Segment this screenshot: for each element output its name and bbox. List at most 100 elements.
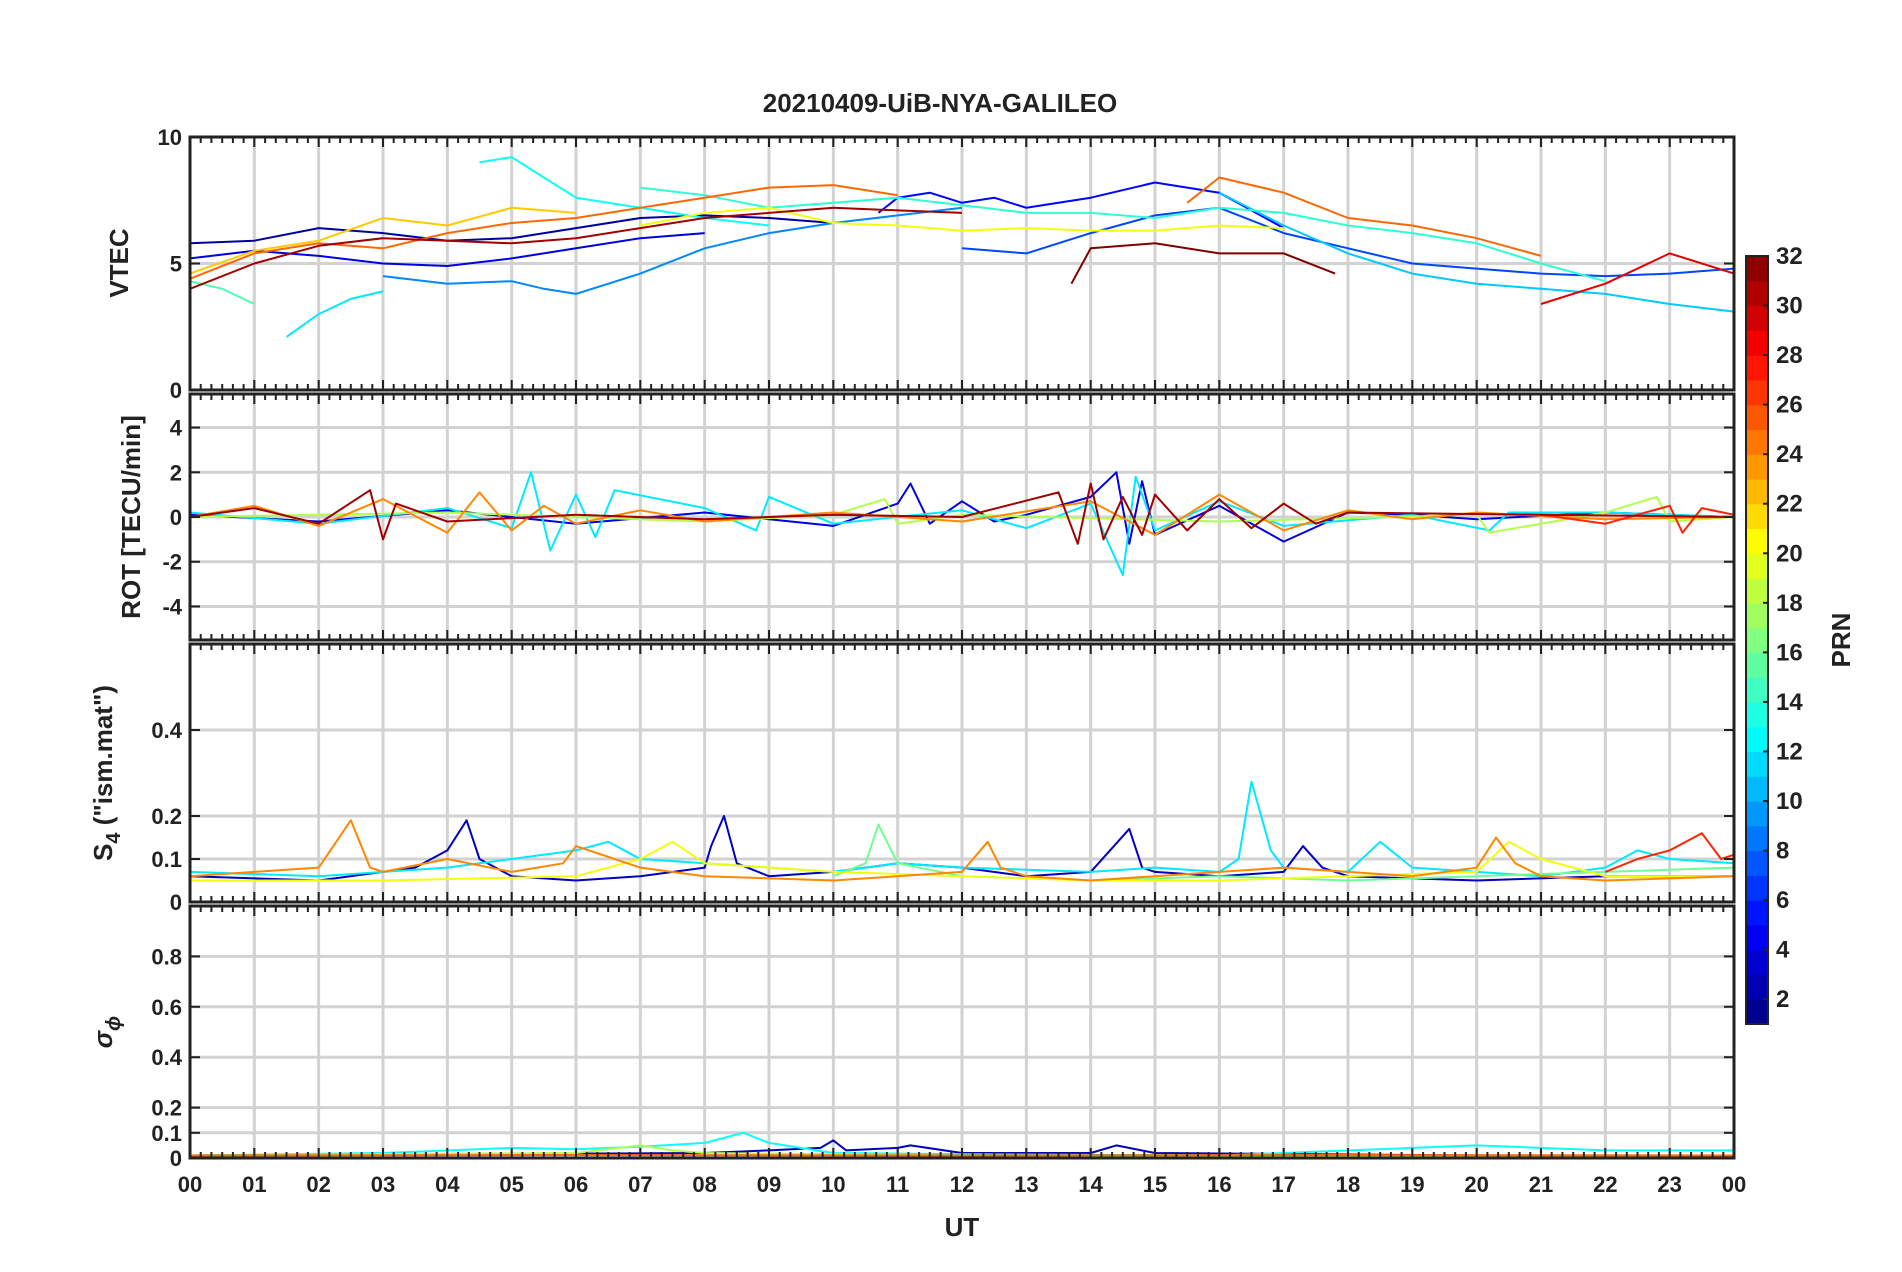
x-tick-label: 22 <box>1593 1172 1617 1197</box>
y-tick-label: 0.1 <box>151 1121 182 1146</box>
colorbar-segment <box>1746 801 1768 827</box>
series-line-prn-11 <box>1218 191 1734 313</box>
x-tick-label: 11 <box>886 1172 909 1197</box>
series-line-prn-5 <box>877 181 1285 229</box>
series-line-prn-13 <box>190 1131 1734 1157</box>
x-tick-label: 17 <box>1271 1172 1295 1197</box>
x-minor-ticks <box>189 906 1735 1158</box>
colorbar-segment <box>1746 355 1768 381</box>
series-line-prn-22 <box>190 206 577 275</box>
x-tick-label: 18 <box>1336 1172 1360 1197</box>
colorbar-segment <box>1746 627 1768 653</box>
colorbar-segment <box>1746 330 1768 356</box>
colorbar-segment <box>1746 379 1768 406</box>
series-group <box>190 156 1734 338</box>
y-tick-label: 0.6 <box>151 995 182 1020</box>
colorbar-tick-label: 8 <box>1776 838 1789 865</box>
colorbar-segment <box>1746 404 1768 431</box>
series-line-prn-27 <box>1540 504 1734 534</box>
colorbar-segment <box>1746 305 1768 331</box>
y-tick-label: 0 <box>170 890 182 915</box>
series-group <box>190 471 1734 577</box>
series-line-prn-7 <box>961 206 1734 278</box>
x-tick-label: 12 <box>950 1172 974 1197</box>
x-tick-label: 01 <box>242 1172 266 1197</box>
y-tick-label: 0 <box>170 1146 182 1171</box>
colorbar-tick-label: 32 <box>1776 243 1803 270</box>
x-tick-label: 06 <box>564 1172 588 1197</box>
y-tick-label: 10 <box>158 125 182 150</box>
x-tick-label: 13 <box>1014 1172 1038 1197</box>
series-line-prn-9 <box>382 206 963 295</box>
x-tick-label: 21 <box>1529 1172 1553 1197</box>
colorbar-tick-label: 30 <box>1776 293 1803 320</box>
colorbar-segment <box>1746 602 1768 629</box>
series-line-prn-32 <box>1070 242 1336 285</box>
x-axis-label: UT <box>945 1212 980 1242</box>
colorbar-tick-label: 4 <box>1776 937 1790 964</box>
colorbar-tick-label: 14 <box>1776 689 1803 716</box>
y-tick-label: 4 <box>170 416 183 441</box>
series-line-prn-29 <box>1540 252 1734 305</box>
y-tick-label: 0.1 <box>151 847 182 872</box>
colorbar-segment <box>1746 429 1768 455</box>
series-line-prn-25 <box>190 184 898 280</box>
colorbar-segment <box>1746 726 1768 753</box>
colorbar-tick-label: 22 <box>1776 491 1803 518</box>
x-tick-label: 23 <box>1657 1172 1681 1197</box>
colorbar-segment <box>1746 974 1768 1000</box>
colorbar-segment <box>1746 478 1768 505</box>
x-minor-ticks <box>189 394 1735 640</box>
x-minor-ticks <box>189 137 1735 390</box>
y-axis-label: ROT [TECU/min] <box>116 415 146 619</box>
colorbar-segment <box>1746 280 1768 307</box>
x-tick-label: 19 <box>1400 1172 1424 1197</box>
colorbar-segment <box>1746 900 1768 926</box>
series-line-prn-25 <box>1186 176 1542 257</box>
x-tick-label: 16 <box>1207 1172 1231 1197</box>
colorbar-tick-label: 28 <box>1776 342 1803 369</box>
x-minor-ticks <box>189 644 1735 902</box>
series-line-prn-12 <box>285 290 384 338</box>
panel-vtec: 0 5 10 VTEC <box>104 125 1736 403</box>
x-tick-label: 05 <box>499 1172 523 1197</box>
series-line-prn-20 <box>640 206 1284 232</box>
series-group <box>190 780 1734 882</box>
panel-sigma-phi: 00.10.2 0.4 0.6 0.8 σϕ 00 01 02 03 04 05 06 07 08 09 10… <box>88 904 1746 1197</box>
colorbar-segment <box>1746 875 1768 901</box>
x-tick-label: 20 <box>1464 1172 1488 1197</box>
y-tick-label: 0.4 <box>151 1045 182 1070</box>
y-axis-label: S4 ("ism.mat") <box>88 685 125 861</box>
colorbar-tick-label: 18 <box>1776 590 1803 617</box>
y-axis-label: σϕ <box>88 1016 125 1048</box>
series-line-prn-20 <box>190 840 1734 882</box>
x-tick-label: 00 <box>178 1172 202 1197</box>
x-tick-label: 15 <box>1143 1172 1167 1197</box>
colorbar-segment <box>1746 751 1768 777</box>
y-tick-label: 5 <box>170 252 182 277</box>
colorbar-segment <box>1746 924 1768 951</box>
colorbar-segment <box>1746 776 1768 802</box>
colorbar-tick-label: 12 <box>1776 738 1803 765</box>
y-axis-label: VTEC <box>104 228 134 298</box>
colorbar-segment <box>1746 701 1768 728</box>
colorbar-tick-label: 24 <box>1776 441 1803 468</box>
series-line-prn-27 <box>1604 832 1734 873</box>
colorbar-segment <box>1746 850 1768 876</box>
panel-rot: -4 -2 0 2 4 ROT [TECU/min] <box>116 392 1736 642</box>
series-line-prn-4 <box>190 232 705 267</box>
series-line-prn-24 <box>190 819 1734 882</box>
series-line-prn-31 <box>190 206 963 290</box>
colorbar-tick-label: 26 <box>1776 392 1803 419</box>
colorbar-segment <box>1746 999 1768 1025</box>
colorbar-segment <box>1746 652 1768 678</box>
x-tick-label: 14 <box>1078 1172 1103 1197</box>
colorbar-segment <box>1746 528 1768 554</box>
x-tick-label: 07 <box>628 1172 652 1197</box>
y-tick-label: -4 <box>162 594 182 619</box>
y-tick-label: 0.2 <box>151 1096 182 1121</box>
series-line-prn-14 <box>640 186 1606 283</box>
